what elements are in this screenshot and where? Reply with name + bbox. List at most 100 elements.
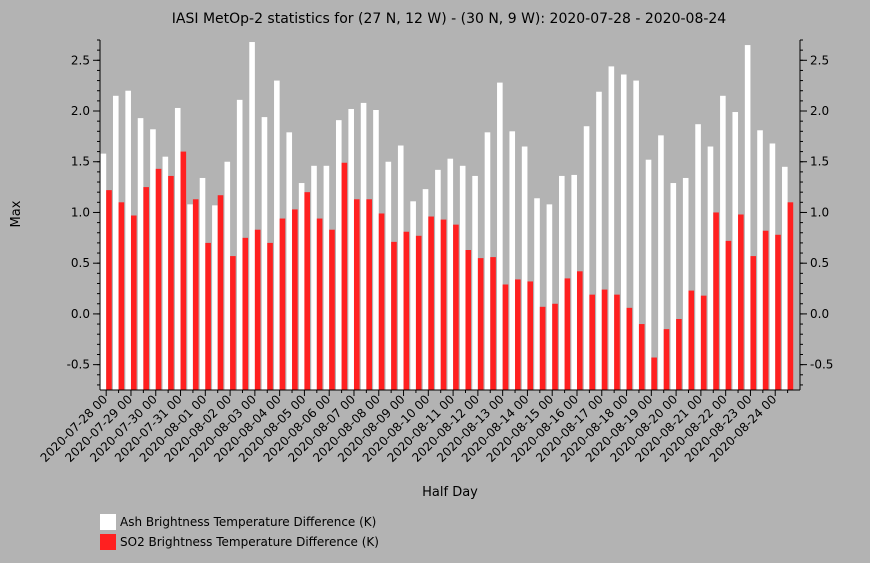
so2-bar [217,195,224,390]
legend-label-ash: Ash Brightness Temperature Difference (K… [120,515,377,529]
y-tick-label-left: 1.0 [71,205,90,219]
legend: Ash Brightness Temperature Difference (K… [100,512,379,552]
y-tick-label-right: -0.5 [810,358,833,372]
ash-bar [162,156,169,390]
ash-bar [323,165,330,390]
so2-bar [490,257,496,390]
so2-bar [143,187,149,390]
so2-bar [316,218,323,390]
so2-bar [292,209,298,390]
ash-bar [645,159,652,390]
ash-bar [484,132,491,390]
ash-bar [348,108,354,391]
ash-bar [769,143,776,390]
ash-bar [311,165,317,390]
ash-bar [534,198,540,390]
ash-bar [286,132,293,390]
ash-bar [757,130,763,391]
axes-group: -0.5 -0.5 0.0 0.0 0.5 0.5 1.0 1.0 1.5 1.5 2.0 2.0 2.… [38,39,833,465]
so2-bar [676,318,682,390]
ash-bar [596,91,602,391]
ash-bar [707,146,714,390]
legend-swatch-ash [100,514,116,530]
ash-bar [410,201,416,390]
y-tick-label-left: 1.5 [71,155,90,169]
ash-bar [187,204,193,390]
so2-bar [242,237,249,390]
so2-bar [700,295,707,390]
ash-bar [732,112,739,390]
legend-entry-so2: SO2 Brightness Temperature Difference (K… [100,532,379,552]
so2-bar [787,202,794,390]
ash-bar [670,183,677,390]
so2-bar [130,215,137,390]
so2-bar [539,306,546,390]
so2-bar [725,240,732,390]
ash-bar [571,174,577,390]
so2-bar [155,168,162,390]
so2-bar [353,199,360,390]
ash-bar [397,145,404,390]
so2-bar [168,175,174,390]
so2-bar [254,229,261,390]
so2-bar [477,258,484,390]
ash-bar [509,131,516,391]
ash-bar [782,166,788,390]
ash-bar [695,124,701,390]
so2-bar [688,290,695,390]
so2-bar [205,242,211,390]
y-tick-label-left: -0.5 [67,358,90,372]
so2-bar [279,218,286,390]
ash-bar [236,99,243,391]
ash-bar [744,45,751,390]
ash-bar [497,82,503,391]
ash-bar [559,175,565,390]
so2-bar [626,307,633,390]
y-tick-label-left: 2.5 [71,53,90,67]
ash-bar [298,183,305,390]
y-tick-label-right: 2.5 [810,53,829,67]
ash-bar [620,74,627,391]
so2-bar [267,242,273,390]
ash-bar [385,161,392,390]
ash-bar [720,95,726,391]
so2-bar [341,162,348,390]
ash-bar [459,165,466,390]
so2-bar [415,235,422,390]
so2-bar [366,199,372,390]
so2-bar [180,151,187,390]
so2-bar [638,324,645,390]
y-tick-label-left: 2.0 [71,104,90,118]
so2-bar [391,241,397,390]
y-tick-label-right: 0.5 [810,256,829,270]
y-tick-label-right: 1.5 [810,155,829,169]
y-tick-label-left: 0.5 [71,256,90,270]
ash-bar [633,80,639,390]
ash-bar [583,126,590,390]
so2-bar [614,294,620,390]
so2-bar [651,357,657,390]
y-tick-label-right: 0.0 [810,307,829,321]
ash-bar [150,129,156,390]
so2-bar [527,281,534,390]
so2-bar [502,284,509,390]
so2-bar [601,289,608,390]
so2-bar [775,234,781,390]
ash-bar [447,158,454,390]
ash-bar [112,95,119,391]
ash-bar [137,118,144,391]
so2-bar [428,216,434,390]
so2-bar [465,250,472,390]
ash-bar [199,177,206,390]
ash-bar [682,177,689,390]
ash-bar [274,80,280,390]
so2-bar [552,303,558,390]
ash-bar [224,161,231,390]
ash-bar [521,146,528,390]
ash-bar [422,189,429,390]
so2-bar [515,279,521,390]
so2-bar [663,329,670,390]
so2-bar [106,190,112,390]
y-tick-label-left: 0.0 [71,307,90,321]
